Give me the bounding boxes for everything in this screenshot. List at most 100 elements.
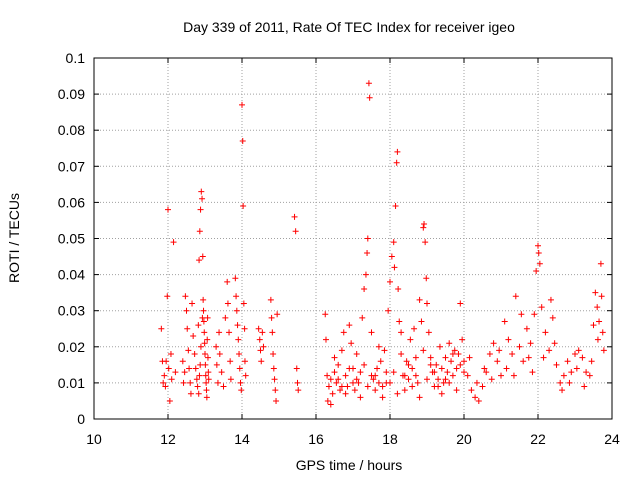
data-point <box>440 379 447 386</box>
data-point <box>353 376 360 383</box>
data-point <box>194 383 201 390</box>
data-point <box>442 376 449 383</box>
data-point <box>260 343 267 350</box>
data-point <box>568 369 575 376</box>
data-point <box>242 372 249 379</box>
data-point <box>581 383 588 390</box>
x-tick-label: 22 <box>530 431 546 447</box>
data-point <box>340 329 347 336</box>
data-point <box>350 379 356 386</box>
data-point <box>322 311 329 318</box>
data-point <box>547 296 554 303</box>
data-point <box>560 372 567 379</box>
data-point <box>461 358 467 365</box>
data-point <box>525 354 532 361</box>
data-point <box>516 343 523 350</box>
data-point <box>201 340 208 347</box>
data-point <box>588 358 595 365</box>
data-point <box>344 383 351 390</box>
data-point <box>520 358 527 365</box>
data-point <box>164 293 171 300</box>
chart-title: Day 339 of 2011, Rate Of TEC Index for r… <box>183 19 515 35</box>
x-tick-label: 20 <box>456 431 472 447</box>
data-point <box>274 311 281 318</box>
data-point <box>377 358 384 365</box>
data-point <box>239 138 246 145</box>
data-point <box>196 257 203 264</box>
data-point <box>590 322 597 329</box>
y-tick-label: 0 <box>77 411 85 427</box>
data-point <box>197 361 204 368</box>
data-point <box>398 351 405 358</box>
data-point <box>368 329 375 336</box>
data-point <box>214 379 221 386</box>
data-point <box>424 376 430 383</box>
data-point <box>449 351 456 358</box>
data-point <box>385 307 392 314</box>
data-point <box>213 343 220 350</box>
data-point <box>438 365 445 372</box>
data-point <box>186 365 193 372</box>
data-point <box>190 332 197 339</box>
data-point <box>258 358 265 365</box>
data-point <box>327 376 334 383</box>
data-point <box>199 314 206 321</box>
data-point <box>422 239 429 246</box>
y-tick-label: 0.07 <box>58 158 85 174</box>
data-point <box>368 372 375 379</box>
data-point <box>241 358 248 365</box>
data-point <box>421 221 428 228</box>
data-point <box>435 376 442 383</box>
data-point <box>566 379 573 386</box>
data-point <box>401 387 408 394</box>
data-point <box>237 379 244 386</box>
data-point <box>235 336 242 343</box>
data-point <box>355 379 362 386</box>
data-point <box>416 394 423 401</box>
data-point <box>346 365 353 372</box>
data-point <box>200 307 207 314</box>
data-point <box>333 379 340 386</box>
data-point <box>273 397 280 404</box>
data-point <box>531 311 538 318</box>
data-point <box>357 394 364 401</box>
y-tick-label: 0.05 <box>58 231 85 247</box>
data-point <box>342 372 349 379</box>
data-point <box>473 379 480 386</box>
data-point <box>293 365 300 372</box>
data-point <box>270 351 277 358</box>
data-point <box>453 387 460 394</box>
data-point <box>185 347 192 354</box>
data-point <box>446 379 453 386</box>
data-point <box>592 289 599 296</box>
data-point <box>564 358 571 365</box>
data-point <box>239 101 245 108</box>
data-point <box>416 296 423 303</box>
data-point <box>216 329 223 336</box>
data-point <box>405 376 412 383</box>
data-point <box>572 351 578 358</box>
data-point <box>364 249 371 256</box>
data-point <box>160 379 167 386</box>
data-point <box>535 242 541 249</box>
y-axis-ticks: 0 0.01 0.02 0.03 0.04 0.05 0.06 0.07 0.08 0.09 0.1 <box>58 50 612 427</box>
data-point <box>322 336 329 343</box>
data-point <box>216 351 223 358</box>
y-tick-label: 0.03 <box>58 303 85 319</box>
data-point <box>503 365 510 372</box>
data-point <box>392 203 399 210</box>
data-point <box>189 300 196 307</box>
data-point <box>518 311 525 318</box>
data-point <box>361 361 368 368</box>
data-point <box>335 361 342 368</box>
data-point <box>370 376 377 383</box>
data-point <box>205 369 212 376</box>
data-point <box>551 340 558 347</box>
data-point <box>375 343 382 350</box>
data-point <box>259 329 266 336</box>
data-point <box>431 369 438 376</box>
data-point <box>403 358 410 365</box>
data-point <box>268 314 275 321</box>
data-point <box>395 286 402 293</box>
data-point <box>236 365 243 372</box>
